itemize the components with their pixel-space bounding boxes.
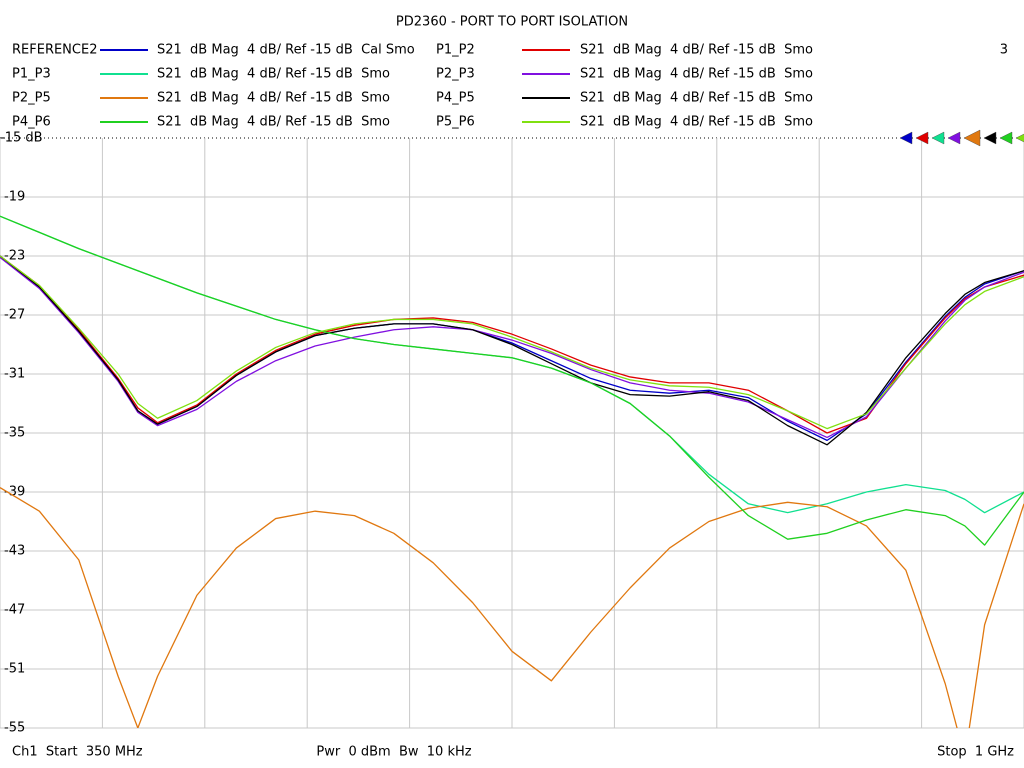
legend-description: S21 dB Mag 4 dB/ Ref -15 dB Smo	[157, 115, 390, 130]
reference-marker	[931, 131, 945, 145]
reference-marker	[999, 131, 1013, 145]
reference-marker	[983, 131, 997, 145]
plot-area	[0, 215, 1024, 728]
legend-description: S21 dB Mag 4 dB/ Ref -15 dB Smo	[580, 67, 813, 82]
window-number: 3	[1000, 43, 1008, 58]
y-tick-label: -19	[4, 190, 25, 205]
trace	[0, 255, 1024, 430]
y-tick-label: -27	[4, 308, 25, 323]
legend-name: P2_P3	[436, 67, 475, 82]
legend-name: P5_P6	[436, 115, 475, 130]
reference-marker	[963, 129, 981, 147]
trace	[0, 215, 1024, 546]
legend-description: S21 dB Mag 4 dB/ Ref -15 dB Cal Smo	[157, 43, 415, 58]
y-tick-label: -23	[4, 249, 25, 264]
y-tick-label: -31	[4, 367, 25, 382]
y-tick-label: -51	[4, 662, 25, 677]
legend-name: P4_P5	[436, 91, 475, 106]
legend-description: S21 dB Mag 4 dB/ Ref -15 dB Smo	[157, 67, 390, 82]
y-tick-label: -43	[4, 544, 25, 559]
legend-name: P2_P5	[12, 91, 51, 106]
reference-marker	[899, 131, 913, 145]
trace	[0, 487, 1024, 728]
y-tick-label: -15 dB	[0, 131, 43, 146]
y-tick-label: -39	[4, 485, 25, 500]
legend-description: S21 dB Mag 4 dB/ Ref -15 dB Smo	[580, 43, 813, 58]
reference-marker	[1015, 133, 1024, 143]
trace	[0, 255, 1024, 446]
footer-stop: Stop 1 GHz	[937, 745, 1014, 760]
footer-power: Pwr 0 dBm Bw 10 kHz	[316, 745, 471, 760]
legend-name: P1_P2	[436, 43, 475, 58]
legend-name: REFERENCE2	[12, 43, 97, 58]
legend-name: P4_P6	[12, 115, 51, 130]
y-tick-label: -35	[4, 426, 25, 441]
reference-marker	[915, 131, 929, 145]
legend-description: S21 dB Mag 4 dB/ Ref -15 dB Smo	[157, 91, 390, 106]
chart-title: PD2360 - PORT TO PORT ISOLATION	[396, 15, 628, 30]
footer-start: Ch1 Start 350 MHz	[12, 745, 143, 760]
legend-name: P1_P3	[12, 67, 51, 82]
legend-description: S21 dB Mag 4 dB/ Ref -15 dB Smo	[580, 91, 813, 106]
legend-description: S21 dB Mag 4 dB/ Ref -15 dB Smo	[580, 115, 813, 130]
y-tick-label: -55	[4, 721, 25, 736]
trace	[0, 256, 1024, 439]
y-tick-label: -47	[4, 603, 25, 618]
reference-marker	[947, 131, 961, 145]
